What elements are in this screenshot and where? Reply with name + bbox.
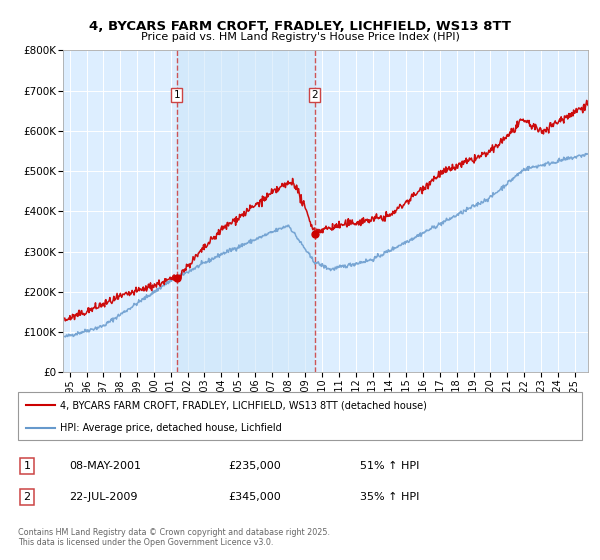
Text: 1: 1 [23,461,31,471]
Text: HPI: Average price, detached house, Lichfield: HPI: Average price, detached house, Lich… [60,423,282,433]
Text: £235,000: £235,000 [228,461,281,471]
Text: £345,000: £345,000 [228,492,281,502]
FancyBboxPatch shape [18,392,582,440]
Text: 35% ↑ HPI: 35% ↑ HPI [360,492,419,502]
Text: 08-MAY-2001: 08-MAY-2001 [69,461,141,471]
Text: 22-JUL-2009: 22-JUL-2009 [69,492,137,502]
Text: Contains HM Land Registry data © Crown copyright and database right 2025.
This d: Contains HM Land Registry data © Crown c… [18,528,330,547]
Text: 4, BYCARS FARM CROFT, FRADLEY, LICHFIELD, WS13 8TT (detached house): 4, BYCARS FARM CROFT, FRADLEY, LICHFIELD… [60,400,427,410]
Text: 2: 2 [311,90,318,100]
Text: 2: 2 [23,492,31,502]
Text: 1: 1 [173,90,180,100]
Text: 51% ↑ HPI: 51% ↑ HPI [360,461,419,471]
Text: 4, BYCARS FARM CROFT, FRADLEY, LICHFIELD, WS13 8TT: 4, BYCARS FARM CROFT, FRADLEY, LICHFIELD… [89,20,511,32]
Bar [177,50,314,372]
Text: Price paid vs. HM Land Registry's House Price Index (HPI): Price paid vs. HM Land Registry's House … [140,32,460,43]
